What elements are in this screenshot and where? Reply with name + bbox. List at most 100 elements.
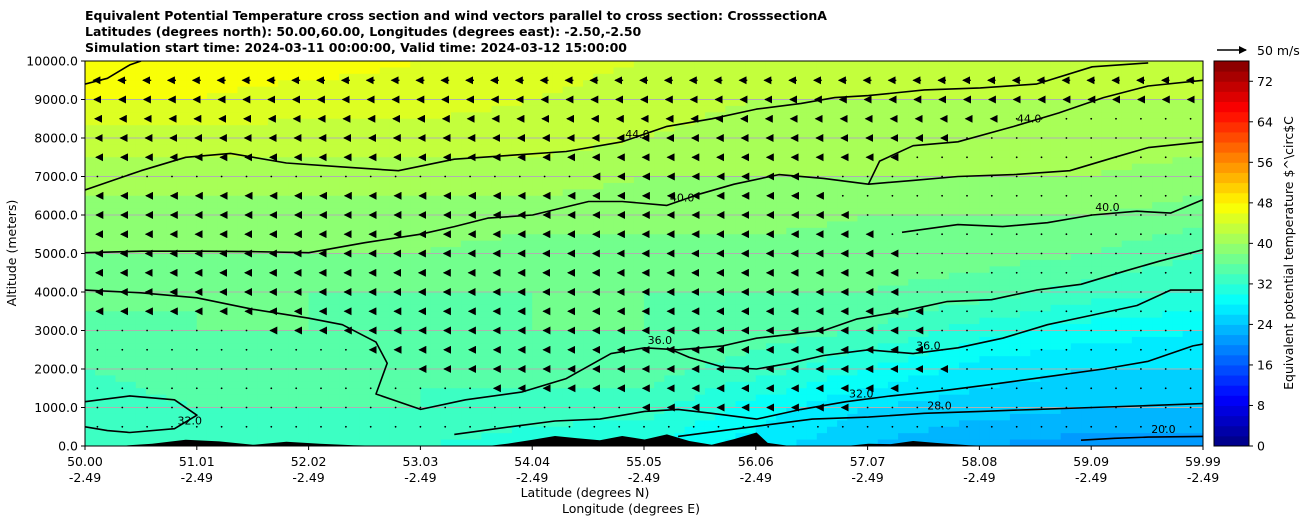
field-cell (156, 356, 167, 363)
field-cell (624, 331, 635, 338)
field-cell (827, 87, 838, 94)
field-cell (85, 388, 96, 395)
field-cell (166, 369, 177, 376)
field-cell (664, 106, 675, 113)
field-cell (461, 164, 472, 171)
field-cell (746, 196, 757, 203)
field-cell (370, 138, 381, 145)
field-cell (329, 177, 340, 184)
field-cell (248, 138, 259, 145)
field-cell (400, 305, 411, 312)
field-cell (634, 298, 645, 305)
field-cell (715, 177, 726, 184)
field-cell (796, 260, 807, 267)
field-cell (674, 356, 685, 363)
field-cell (359, 80, 370, 87)
field-cell (217, 67, 228, 74)
field-cell (339, 144, 350, 151)
field-cell (492, 234, 503, 241)
field-cell (827, 331, 838, 338)
field-cell (115, 138, 126, 145)
field-cell (380, 298, 391, 305)
field-cell (807, 80, 818, 87)
field-cell (85, 100, 96, 107)
field-cell (847, 292, 858, 299)
field-cell (258, 298, 269, 305)
field-cell (339, 125, 350, 132)
field-cell (217, 388, 228, 395)
field-cell (654, 420, 665, 427)
field-cell (695, 228, 706, 235)
field-cell (471, 343, 482, 350)
field-cell (664, 254, 675, 261)
field-cell (563, 318, 574, 325)
field-cell (553, 106, 564, 113)
field-cell (359, 420, 370, 427)
field-cell (400, 106, 411, 113)
field-cell (786, 369, 797, 376)
field-cell (898, 189, 909, 196)
field-cell (654, 183, 665, 190)
field-cell (583, 318, 594, 325)
field-cell (583, 228, 594, 235)
field-cell (410, 414, 421, 421)
field-cell (807, 318, 818, 325)
field-cell (471, 106, 482, 113)
field-cell (756, 157, 767, 164)
field-cell (136, 87, 147, 94)
field-cell (796, 138, 807, 145)
field-cell (573, 125, 584, 132)
field-cell (329, 369, 340, 376)
field-cell (624, 151, 635, 158)
field-cell (187, 311, 198, 318)
field-cell (461, 100, 472, 107)
field-cell (197, 254, 208, 261)
field-cell (319, 331, 330, 338)
field-cell (126, 408, 137, 415)
field-cell (105, 337, 116, 344)
field-cell (492, 414, 503, 421)
field-cell (390, 215, 401, 222)
field-cell (654, 106, 665, 113)
field-cell (481, 241, 492, 248)
field-cell (715, 144, 726, 151)
field-cell (126, 144, 137, 151)
field-cell (502, 202, 513, 209)
field-cell (807, 106, 818, 113)
field-cell (227, 196, 238, 203)
field-cell (827, 189, 838, 196)
field-cell (878, 331, 889, 338)
field-cell (217, 369, 228, 376)
field-cell (166, 215, 177, 222)
field-cell (370, 375, 381, 382)
field-cell (248, 260, 259, 267)
field-cell (715, 106, 726, 113)
field-cell (857, 298, 868, 305)
field-cell (85, 337, 96, 344)
field-cell (695, 260, 706, 267)
field-cell (207, 183, 218, 190)
field-cell (522, 234, 533, 241)
field-cell (156, 343, 167, 350)
field-cell (502, 343, 513, 350)
field-cell (705, 100, 716, 107)
field-cell (725, 202, 736, 209)
field-cell (522, 331, 533, 338)
field-cell (207, 234, 218, 241)
field-cell (166, 350, 177, 357)
field-cell (634, 67, 645, 74)
field-cell (197, 395, 208, 402)
field-cell (187, 196, 198, 203)
field-cell (634, 375, 645, 382)
field-cell (380, 100, 391, 107)
field-cell (268, 408, 279, 415)
field-cell (126, 350, 137, 357)
field-cell (908, 183, 919, 190)
field-cell (390, 273, 401, 280)
field-cell (766, 215, 777, 222)
field-cell (380, 183, 391, 190)
field-cell (461, 350, 472, 357)
field-cell (126, 279, 137, 286)
field-cell (918, 119, 929, 126)
field-cell (695, 305, 706, 312)
